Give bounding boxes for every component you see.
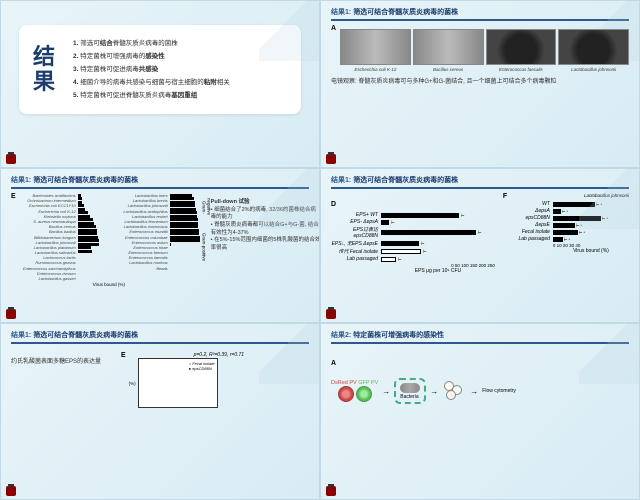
bars-right [170, 193, 200, 246]
gram-pos-label: Gram-positive [202, 221, 207, 273]
arrow-icon: → [382, 387, 390, 396]
logo-icon [326, 154, 336, 164]
slide-results-overview: 结 果 1. 筛选可结合脊髓灰质炎病毒的菌株2. 特定菌株可增强病毒的感染性3.… [0, 0, 320, 168]
arrow-icon: → [470, 387, 478, 396]
d-bars: EPS+ WT⊢EPS- ΔepsA⊢EPS过表达 epsCD88N⊢EPS↓,… [331, 212, 495, 262]
slide-micrographs: 结果1: 筛选可结合脊髓灰质炎病毒的菌株 A Escherichia coli … [320, 0, 640, 168]
result-header: 结果2: 特定菌株可增强病毒的感染性 [331, 330, 629, 344]
panel-e-label: E [121, 352, 126, 408]
ylabel: (%) [129, 381, 136, 386]
slide-flow: 结果2: 特定菌株可增强病毒的感染性 A DsRed PV GFP PV → B… [320, 323, 640, 500]
legend-2: ● epsCD88N [189, 366, 215, 371]
f-bars: WT⊢ *ΔepsA⊢ *epsCD88N⊢ *ΔepsE⊢ *Fecal is… [503, 201, 629, 242]
side-text: Pull-down 试验• 细菌结合了2%的病毒, 32/36的菌株结合病毒的能… [211, 199, 320, 287]
result-header: 结果1: 筛选可结合脊髓灰质炎病毒的菌株 [331, 175, 629, 189]
result-header: 结果1: 筛选可结合脊髓灰质炎病毒的菌株 [331, 7, 629, 21]
panel-f-label: F [503, 193, 507, 200]
logo-icon [326, 309, 336, 319]
species-right: Lactobacillus inersLactobacillus brevisL… [110, 193, 168, 271]
panel-d-label: D [331, 201, 336, 208]
virus2-label: GFP PV [358, 380, 378, 386]
f-species: Lactobacillus johnsonii [584, 193, 629, 200]
result-header: 结果1: 筛选可结合脊髓灰质炎病毒的菌株 [11, 175, 309, 189]
flow-label: Flow cytometry [482, 388, 516, 394]
f-xaxis: Virus bound (%) [503, 248, 629, 254]
slide-eps-chart: 结果1: 筛选可结合脊髓灰质炎病毒的菌株 D EPS+ WT⊢EPS- Δeps… [320, 168, 640, 323]
scatter-plot: ○ Fecal isolate ● epsCD88N [138, 358, 218, 408]
result-header: 结果1: 筛选可结合脊髓灰质炎病毒的菌株 [11, 330, 309, 344]
micrograph-row: Escherichia coli K-12Bacillus cereusEnte… [340, 29, 629, 72]
results-box: 结 果 1. 筛选可结合脊髓灰质炎病毒的菌株2. 特定菌株可增强病毒的感染性3.… [19, 25, 301, 114]
logo-icon [326, 486, 336, 496]
species-left: Bacteroides acidifaciensOchrobactrum int… [18, 193, 76, 281]
bars-left [78, 193, 108, 253]
flow-diagram: DsRed PV GFP PV → Bacteria → → Flow cyto… [331, 378, 629, 404]
arrow-icon: → [430, 387, 438, 396]
caption: 电镜观察: 脊髓灰质炎病毒可与多种G+和G-菌结合, 且一个细菌上可结合多个病毒… [331, 76, 629, 85]
slide-scatter: 结果1: 筛选可结合脊髓灰质炎病毒的菌株 约氏乳酸菌表面多糖EPS的表达量 E … [0, 323, 320, 500]
logo-icon [6, 486, 16, 496]
d-xaxis: EPS μg per 10⁹ CFU [331, 268, 495, 274]
panel-a-label: A [331, 25, 336, 32]
side-text: 约氏乳酸菌表面多糖EPS的表达量 [11, 358, 111, 366]
gram-neg-label: Gram-negative [202, 193, 207, 221]
cells-icon [442, 381, 466, 401]
red-virus-icon [338, 386, 354, 402]
x-axis: Virus bound (%) [11, 282, 207, 287]
bacteria-box: Bacteria [394, 378, 426, 404]
logo-icon [6, 309, 16, 319]
panel-e-label: E [11, 193, 16, 200]
slide-bar-chart: 结果1: 筛选可结合脊髓灰质炎病毒的菌株 E Bacteroides acidi… [0, 168, 320, 323]
panel-a-label: A [331, 360, 336, 367]
logo-icon [6, 154, 16, 164]
green-virus-icon [356, 386, 372, 402]
big-title: 结 果 [33, 45, 55, 93]
results-list: 1. 筛选可结合脊髓灰质炎病毒的菌株2. 特定菌株可增强病毒的感染性3. 特定菌… [73, 37, 230, 102]
